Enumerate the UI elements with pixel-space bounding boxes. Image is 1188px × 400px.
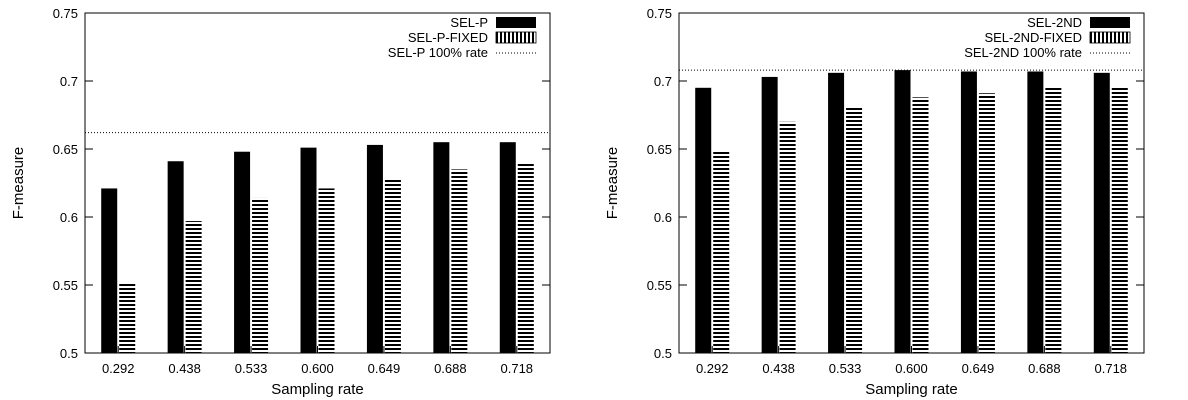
legend-label: SEL-P-FIXED	[408, 30, 488, 45]
x-tick-label: 0.718	[501, 361, 534, 376]
x-tick-label: 0.292	[696, 361, 729, 376]
bar-sel-2nd-6	[1093, 72, 1110, 353]
bar-sel-2nd-1	[761, 76, 778, 354]
legend-swatch	[1090, 17, 1130, 28]
y-tick-label: 0.75	[53, 6, 78, 21]
bar-sel-p-fixed-6	[517, 163, 534, 353]
y-tick-label: 0.55	[647, 278, 672, 293]
x-axis-label: Sampling rate	[865, 381, 958, 398]
y-tick-label: 0.7	[60, 74, 78, 89]
y-tick-label: 0.55	[53, 278, 78, 293]
bar-sel-2nd-fixed-4	[978, 93, 995, 354]
y-tick-label: 0.6	[60, 210, 78, 225]
bar-sel-2nd-0	[695, 87, 712, 354]
plot-frame	[678, 12, 1145, 354]
bar-sel-p-fixed-2	[252, 197, 269, 353]
bar-sel-p-1	[167, 161, 184, 353]
x-tick-label: 0.533	[829, 361, 862, 376]
x-axis-label: Sampling rate	[271, 381, 364, 398]
bar-sel-2nd-fixed-6	[1111, 87, 1128, 354]
y-tick-label: 0.7	[654, 74, 672, 89]
bar-sel-2nd-3	[894, 70, 911, 354]
y-tick-label: 0.5	[654, 346, 672, 361]
legend-swatch	[1089, 31, 1131, 44]
x-tick-label: 0.649	[962, 361, 995, 376]
x-tick-label: 0.600	[301, 361, 334, 376]
chart-right: 0.5 0.55 0.6 0.65 0.7 0.75 0.292 0.438 0.533 0.60…	[604, 6, 1145, 398]
bar-sel-2nd-5	[1027, 71, 1044, 353]
legend-label: SEL-P 100% rate	[388, 45, 488, 60]
x-tick-label: 0.533	[235, 361, 268, 376]
legend-swatch	[496, 17, 536, 28]
bar-sel-2nd-fixed-2	[846, 106, 863, 353]
bar-sel-p-0	[101, 188, 118, 353]
y-axis-label: F-measure	[604, 147, 621, 220]
y-axis-label: F-measure	[10, 147, 27, 220]
bar-sel-p-fixed-5	[451, 169, 468, 353]
bar-sel-p-fixed-1	[185, 221, 202, 353]
y-tick-label: 0.6	[654, 210, 672, 225]
legend-swatch	[495, 31, 537, 44]
x-tick-label: 0.292	[102, 361, 135, 376]
bar-sel-p-4	[366, 144, 383, 353]
y-tick-label: 0.65	[53, 142, 78, 157]
y-tick-label: 0.5	[60, 346, 78, 361]
y-tick-label: 0.75	[647, 6, 672, 21]
x-tick-label: 0.600	[895, 361, 928, 376]
x-tick-label: 0.718	[1095, 361, 1128, 376]
plot-frame	[84, 12, 551, 354]
chart-panel-left: 0.5 0.55 0.6 0.65 0.7 0.75 0.292 0.438 0.533 0.60…	[10, 6, 551, 398]
bar-sel-p-2	[234, 151, 251, 353]
y-tick-label: 0.65	[647, 142, 672, 157]
legend-label: SEL-2ND-FIXED	[984, 30, 1082, 45]
x-tick-label: 0.688	[434, 361, 467, 376]
legend-label: SEL-P	[450, 15, 488, 30]
x-tick-label: 0.688	[1028, 361, 1061, 376]
chart-left: 0.5 0.55 0.6 0.65 0.7 0.75 0.292 0.438 0.533 0.60…	[10, 6, 551, 398]
x-tick-label: 0.438	[762, 361, 795, 376]
bar-sel-2nd-fixed-3	[912, 97, 929, 353]
chart-panel-right: 0.5 0.55 0.6 0.65 0.7 0.75 0.292 0.438 0.533 0.60…	[594, 0, 1188, 400]
bar-sel-p-5	[433, 142, 450, 353]
x-tick-label: 0.438	[168, 361, 201, 376]
bar-sel-p-fixed-4	[384, 178, 401, 353]
bar-sel-2nd-fixed-1	[779, 121, 796, 353]
bar-sel-p-fixed-0	[119, 283, 136, 353]
bar-sel-p-3	[300, 147, 317, 353]
bar-sel-2nd-fixed-5	[1045, 87, 1062, 354]
bar-sel-2nd-fixed-0	[713, 150, 730, 353]
bar-sel-p-fixed-3	[318, 188, 335, 353]
bar-sel-2nd-2	[828, 72, 845, 353]
bar-sel-p-6	[499, 142, 516, 353]
x-tick-label: 0.649	[368, 361, 401, 376]
legend-label: SEL-2ND 100% rate	[964, 45, 1082, 60]
legend-label: SEL-2ND	[1027, 15, 1082, 30]
bar-sel-2nd-4	[960, 71, 977, 353]
